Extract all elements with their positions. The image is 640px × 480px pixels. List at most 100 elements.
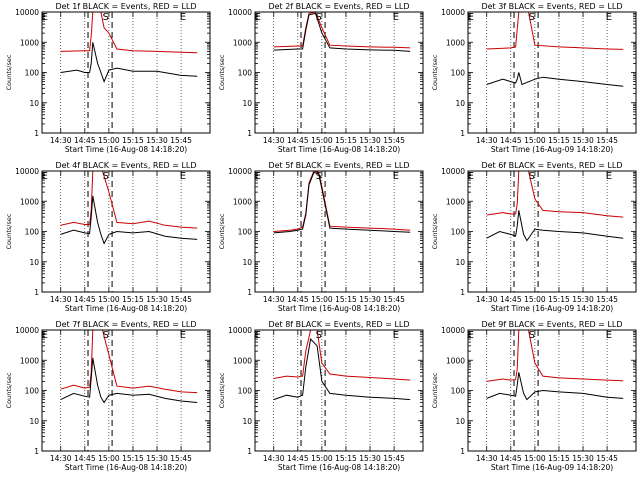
series-line-lld <box>273 170 411 232</box>
x-tick-label: 14:30 <box>263 295 285 304</box>
y-tick-label: 100 <box>25 228 40 237</box>
x-axis-label: Start Time (16-Aug-08 14:18:20) <box>278 463 400 472</box>
x-tick-label: 14:30 <box>263 454 285 463</box>
chart-title: Det 9f BLACK = Events, RED = LLD <box>481 320 622 329</box>
event-marker: S <box>316 330 322 341</box>
event-marker: E <box>468 171 474 182</box>
event-marker: E <box>606 12 612 23</box>
y-tick-label: 1 <box>247 288 252 297</box>
event-marker: E <box>468 12 474 23</box>
chart-title: Det 1f BLACK = Events, RED = LLD <box>55 2 196 11</box>
x-axis-label: Start Time (16-Aug-08 14:18:20) <box>65 145 187 154</box>
chart-title: Det 5f BLACK = Events, RED = LLD <box>268 161 409 170</box>
x-tick-label: 15:15 <box>335 136 357 145</box>
x-tick-label: 15:00 <box>524 454 546 463</box>
y-tick-label: 1000 <box>233 356 252 365</box>
event-marker: E <box>180 12 186 23</box>
y-tick-label: 1000 <box>20 356 39 365</box>
series-line-lld <box>486 329 624 382</box>
event-marker: S <box>529 171 535 182</box>
x-tick-label: 14:30 <box>476 136 498 145</box>
event-marker: E <box>255 171 261 182</box>
x-tick-label: 15:45 <box>596 136 618 145</box>
y-tick-label: 10000 <box>228 8 252 17</box>
y-tick-label: 100 <box>451 387 466 396</box>
x-tick-label: 15:00 <box>98 136 120 145</box>
x-tick-label: 15:15 <box>122 295 144 304</box>
event-marker: E <box>42 12 48 23</box>
x-tick-label: 15:00 <box>311 295 333 304</box>
x-tick-label: 14:30 <box>50 136 72 145</box>
series-line-events <box>273 171 411 234</box>
x-tick-label: 14:45 <box>74 454 96 463</box>
y-tick-label: 10000 <box>228 326 252 335</box>
x-tick-label: 14:45 <box>500 454 522 463</box>
y-tick-label: 10000 <box>15 167 39 176</box>
chart-title: Det 4f BLACK = Events, RED = LLD <box>55 161 196 170</box>
x-tick-label: 15:30 <box>359 454 381 463</box>
event-marker: E <box>42 171 48 182</box>
y-tick-label: 1000 <box>446 356 465 365</box>
x-tick-label: 15:30 <box>359 136 381 145</box>
y-axis-label: Counts/sec <box>5 54 13 90</box>
y-tick-label: 1000 <box>446 38 465 47</box>
series-line-events <box>486 210 624 242</box>
event-marker: E <box>606 171 612 182</box>
y-tick-label: 10 <box>455 258 465 267</box>
chart-panel-3: 14:30 14:45 15:00 15:15 15:30 15:45 1 10 100 1000… <box>431 2 637 154</box>
chart-panel-1: 14:30 14:45 15:00 15:15 15:30 15:45 1 10 100 1000… <box>5 2 211 154</box>
y-tick-label: 1000 <box>233 197 252 206</box>
y-axis-label: Counts/sec <box>218 213 226 249</box>
x-axis-label: Start Time (16-Aug-09 14:18:20) <box>491 145 613 154</box>
x-tick-label: 14:45 <box>287 295 309 304</box>
event-marker: E <box>255 330 261 341</box>
x-tick-label: 15:30 <box>572 295 594 304</box>
x-tick-label: 15:30 <box>146 454 168 463</box>
y-tick-label: 10 <box>242 417 252 426</box>
x-axis-label: Start Time (16-Aug-09 14:18:20) <box>491 463 613 472</box>
y-tick-label: 10 <box>455 417 465 426</box>
chart-panel-4: 14:30 14:45 15:00 15:15 15:30 15:45 1 10 100 1000… <box>5 161 211 313</box>
x-tick-label: 14:30 <box>263 136 285 145</box>
event-marker: S <box>103 12 109 23</box>
y-tick-label: 10000 <box>228 167 252 176</box>
x-tick-label: 14:45 <box>74 295 96 304</box>
event-marker: E <box>180 171 186 182</box>
x-tick-label: 15:45 <box>383 295 405 304</box>
y-tick-label: 1 <box>34 447 39 456</box>
x-tick-label: 15:15 <box>335 295 357 304</box>
plot-frame <box>41 329 211 452</box>
chart-title: Det 7f BLACK = Events, RED = LLD <box>55 320 196 329</box>
y-tick-label: 100 <box>451 69 466 78</box>
plot-frame <box>41 170 211 293</box>
y-tick-label: 1 <box>34 129 39 138</box>
x-tick-label: 14:45 <box>74 136 96 145</box>
x-tick-label: 15:30 <box>572 454 594 463</box>
y-axis-label: Counts/sec <box>431 213 439 249</box>
event-marker: S <box>529 330 535 341</box>
y-tick-label: 10 <box>455 99 465 108</box>
x-tick-label: 14:30 <box>50 295 72 304</box>
chart-title: Det 8f BLACK = Events, RED = LLD <box>268 320 409 329</box>
x-tick-label: 15:30 <box>146 136 168 145</box>
plot-frame <box>467 170 637 293</box>
x-axis-label: Start Time (16-Aug-08 14:18:20) <box>278 145 400 154</box>
x-axis-label: Start Time (16-Aug-09 14:18:20) <box>491 304 613 313</box>
y-tick-label: 1000 <box>446 197 465 206</box>
y-tick-label: 10000 <box>15 8 39 17</box>
y-tick-label: 100 <box>25 69 40 78</box>
x-tick-label: 14:45 <box>287 454 309 463</box>
x-tick-label: 15:15 <box>548 454 570 463</box>
x-tick-label: 15:00 <box>524 295 546 304</box>
plot-frame <box>254 170 424 293</box>
plot-frame <box>41 11 211 134</box>
y-tick-label: 10 <box>242 99 252 108</box>
series-line-events <box>273 12 411 52</box>
x-axis-label: Start Time (16-Aug-08 14:18:20) <box>65 463 187 472</box>
y-tick-label: 100 <box>238 69 253 78</box>
x-tick-label: 15:15 <box>122 454 144 463</box>
chart-panel-5: 14:30 14:45 15:00 15:15 15:30 15:45 1 10 100 1000… <box>218 161 424 313</box>
x-tick-label: 15:45 <box>170 136 192 145</box>
chart-panel-2: 14:30 14:45 15:00 15:15 15:30 15:45 1 10 100 1000… <box>218 2 424 154</box>
